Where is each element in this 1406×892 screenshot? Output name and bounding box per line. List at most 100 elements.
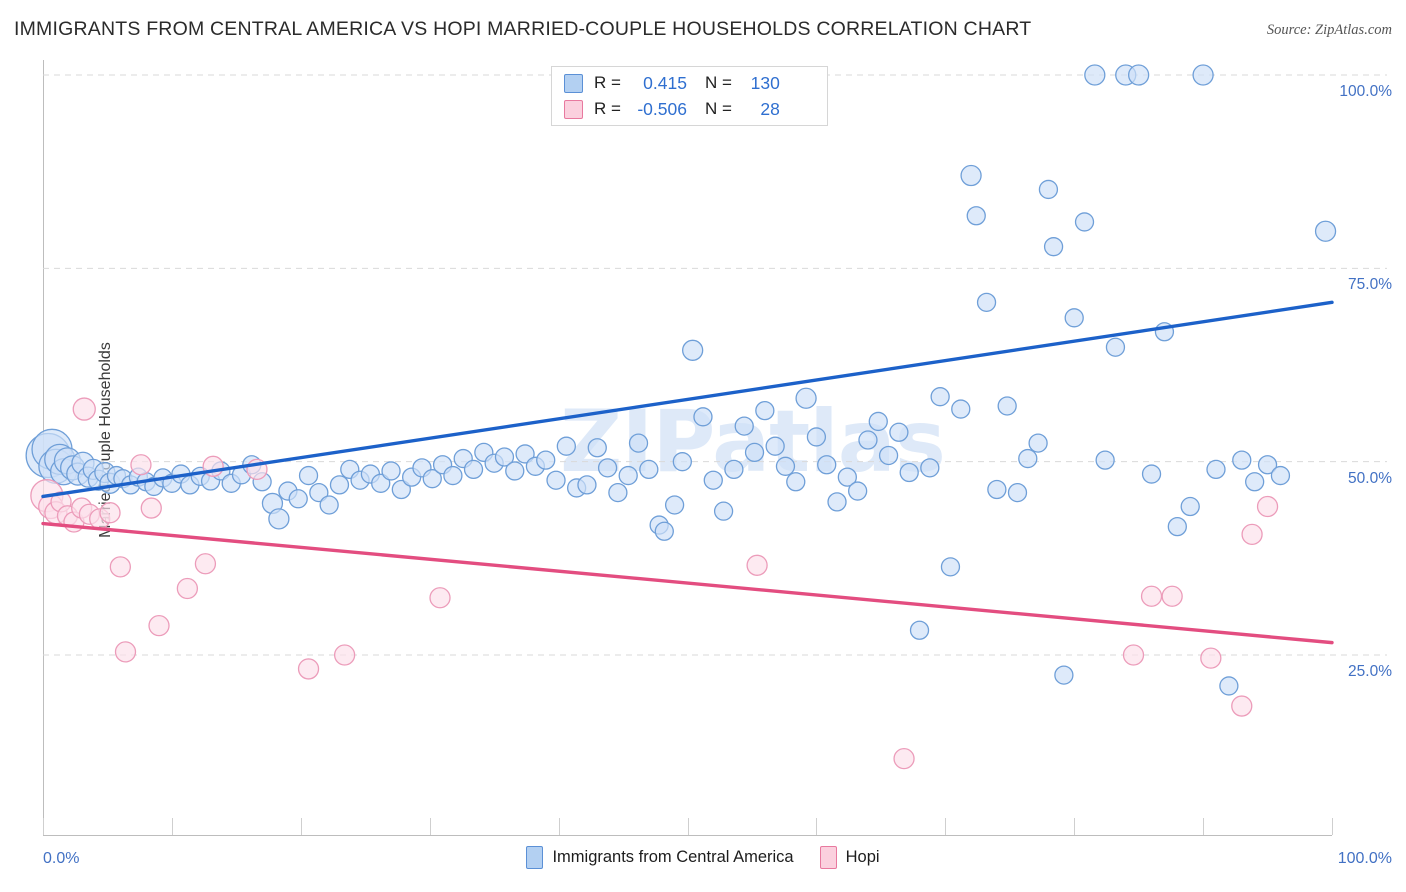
data-point <box>429 587 451 609</box>
legend-label-immigrants: Immigrants from Central America <box>552 848 794 866</box>
data-point <box>682 339 704 361</box>
data-point <box>1206 459 1226 480</box>
legend-swatch-hopi <box>819 846 837 869</box>
data-point <box>1105 337 1126 357</box>
data-point <box>1314 220 1337 242</box>
data-point <box>99 502 121 524</box>
x-axis-tick <box>429 818 431 835</box>
data-point <box>1054 665 1074 685</box>
data-point <box>664 495 685 515</box>
stats-n-label-blue: N = <box>704 73 732 92</box>
data-point <box>109 556 131 578</box>
data-point <box>1161 585 1183 607</box>
x-axis-line <box>43 835 1332 836</box>
data-point <box>371 473 391 493</box>
data-point <box>765 436 785 456</box>
data-point <box>1074 212 1095 232</box>
data-point <box>734 416 754 436</box>
data-point <box>930 387 950 407</box>
data-point <box>536 450 556 470</box>
data-point <box>1084 64 1106 86</box>
data-point <box>1167 516 1187 537</box>
data-point <box>381 461 401 481</box>
data-point <box>899 462 919 483</box>
data-point <box>515 444 535 464</box>
data-point <box>786 472 806 492</box>
data-point <box>587 438 607 458</box>
data-point <box>422 469 442 489</box>
data-point <box>806 427 827 447</box>
data-point <box>72 397 96 421</box>
data-point <box>920 458 940 478</box>
data-point <box>951 399 971 419</box>
data-point <box>1232 450 1252 470</box>
data-point <box>878 445 899 466</box>
x-axis-max-label: 100.0% <box>1337 850 1392 867</box>
data-point <box>268 508 290 530</box>
legend-swatch-immigrants <box>526 846 544 869</box>
stats-swatch-blue <box>564 73 583 93</box>
legend-item-immigrants[interactable]: Immigrants from Central America <box>526 846 794 869</box>
legend-item-hopi[interactable]: Hopi <box>819 846 880 869</box>
data-point <box>1192 64 1214 86</box>
y-axis-tick-50: 50.0% <box>1348 469 1392 487</box>
stats-r-label-pink: R = <box>594 99 621 118</box>
data-point <box>1122 644 1145 666</box>
data-point <box>148 614 170 637</box>
stats-r-value-blue: 0.415 <box>643 72 687 93</box>
data-point <box>1064 308 1084 328</box>
stats-r-label-blue: R = <box>594 73 621 92</box>
data-point <box>703 470 723 490</box>
data-point <box>298 465 319 486</box>
series-hopi <box>30 397 1279 770</box>
data-point <box>176 577 199 600</box>
data-point <box>1007 482 1028 503</box>
y-axis-tick-100: 100.0% <box>1339 83 1392 100</box>
x-axis-tick <box>816 818 818 835</box>
data-point <box>724 459 744 480</box>
data-point <box>987 479 1007 500</box>
x-axis-min-label: 0.0% <box>43 850 80 867</box>
stats-n-label-pink: N = <box>704 99 732 118</box>
trendline-immigrants-from-central-america <box>41 300 1334 499</box>
data-point <box>755 400 775 421</box>
stats-row-pink: R = -0.506 N = 28 <box>564 96 815 122</box>
data-point <box>1180 496 1200 517</box>
data-point <box>297 658 320 680</box>
data-point <box>847 481 868 501</box>
data-point <box>868 411 888 432</box>
data-point <box>1018 448 1038 469</box>
legend-label-hopi: Hopi <box>845 848 880 866</box>
data-point <box>577 475 597 495</box>
data-point <box>391 479 411 500</box>
data-point <box>893 747 915 770</box>
data-point <box>309 482 329 503</box>
data-point <box>827 492 847 512</box>
data-point <box>329 475 350 495</box>
data-point <box>1256 495 1279 518</box>
data-point <box>194 553 217 575</box>
page-title: IMMIGRANTS FROM CENTRAL AMERICA VS HOPI … <box>14 18 1032 40</box>
data-point <box>1028 433 1048 453</box>
source-attribution: Source: ZipAtlas.com <box>1266 22 1392 38</box>
data-point <box>1140 585 1163 607</box>
data-point <box>909 620 930 640</box>
data-point <box>1200 647 1222 669</box>
data-point <box>1241 523 1263 546</box>
data-point <box>618 465 638 486</box>
correlation-stats-box: R = 0.415 N = 130 R = -0.506 N = 28 <box>551 66 828 126</box>
data-point <box>672 452 692 472</box>
data-point <box>858 430 878 450</box>
data-point <box>1219 676 1239 696</box>
data-point <box>966 206 986 226</box>
data-point <box>443 465 463 486</box>
data-point <box>889 422 909 442</box>
data-point <box>319 495 339 515</box>
data-point <box>1128 64 1150 86</box>
x-axis-tick <box>1203 818 1205 835</box>
data-point <box>744 442 765 463</box>
stats-r-value-pink: -0.506 <box>637 98 687 119</box>
data-point <box>654 521 674 541</box>
data-point <box>333 644 356 666</box>
